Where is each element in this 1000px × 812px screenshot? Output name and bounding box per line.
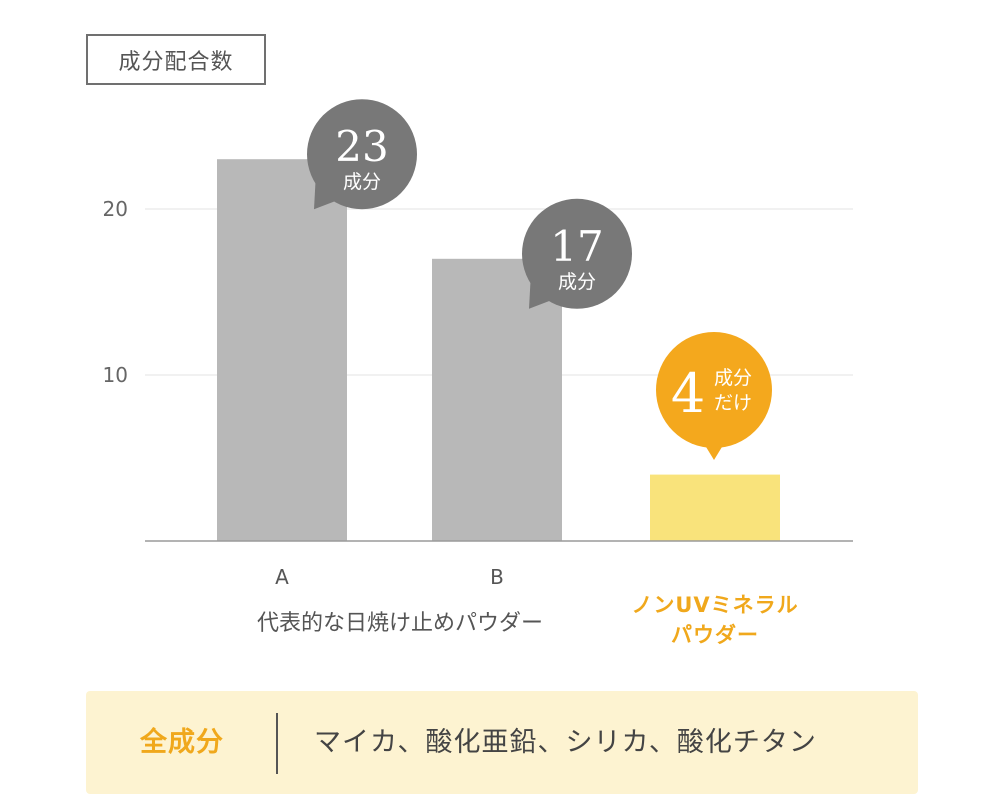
bar [217,159,347,541]
callout-tail [314,172,348,210]
x-tick-label-highlight: パウダー [671,623,759,647]
bar [432,258,562,541]
group-label: 代表的な日焼け止めパウダー [257,611,543,636]
ingredients-label: 全成分 [140,727,224,758]
callout-unit-highlight: 成分 [714,367,752,389]
callout-number: 23 [335,122,388,171]
callout-number-highlight: 4 [671,362,705,425]
callout-number: 17 [550,222,603,271]
bar [650,474,780,541]
callout-unit-highlight: だけ [714,392,752,414]
x-tick-label: A [275,565,289,589]
callout-bubble [522,198,632,309]
x-tick-label-highlight: ノンUVミネラル [631,593,798,617]
y-tick-label: 20 [103,197,128,221]
y-tick-label: 10 [103,363,128,387]
callout-unit: 成分 [343,171,381,193]
ingredients-divider [276,713,278,774]
callout-tail [529,271,563,309]
callout-bubble [307,99,417,210]
ingredients-panel: 全成分 マイカ、酸化亜鉛、シリカ、酸化チタン [86,691,918,794]
legend-label: 成分配合数 [86,34,266,85]
callout-tail-highlight [703,442,725,460]
callout-bubble-highlight [656,332,772,448]
x-tick-label: B [490,565,504,589]
ingredients-list: マイカ、酸化亜鉛、シリカ、酸化チタン [314,727,817,758]
callout-unit: 成分 [558,271,596,293]
